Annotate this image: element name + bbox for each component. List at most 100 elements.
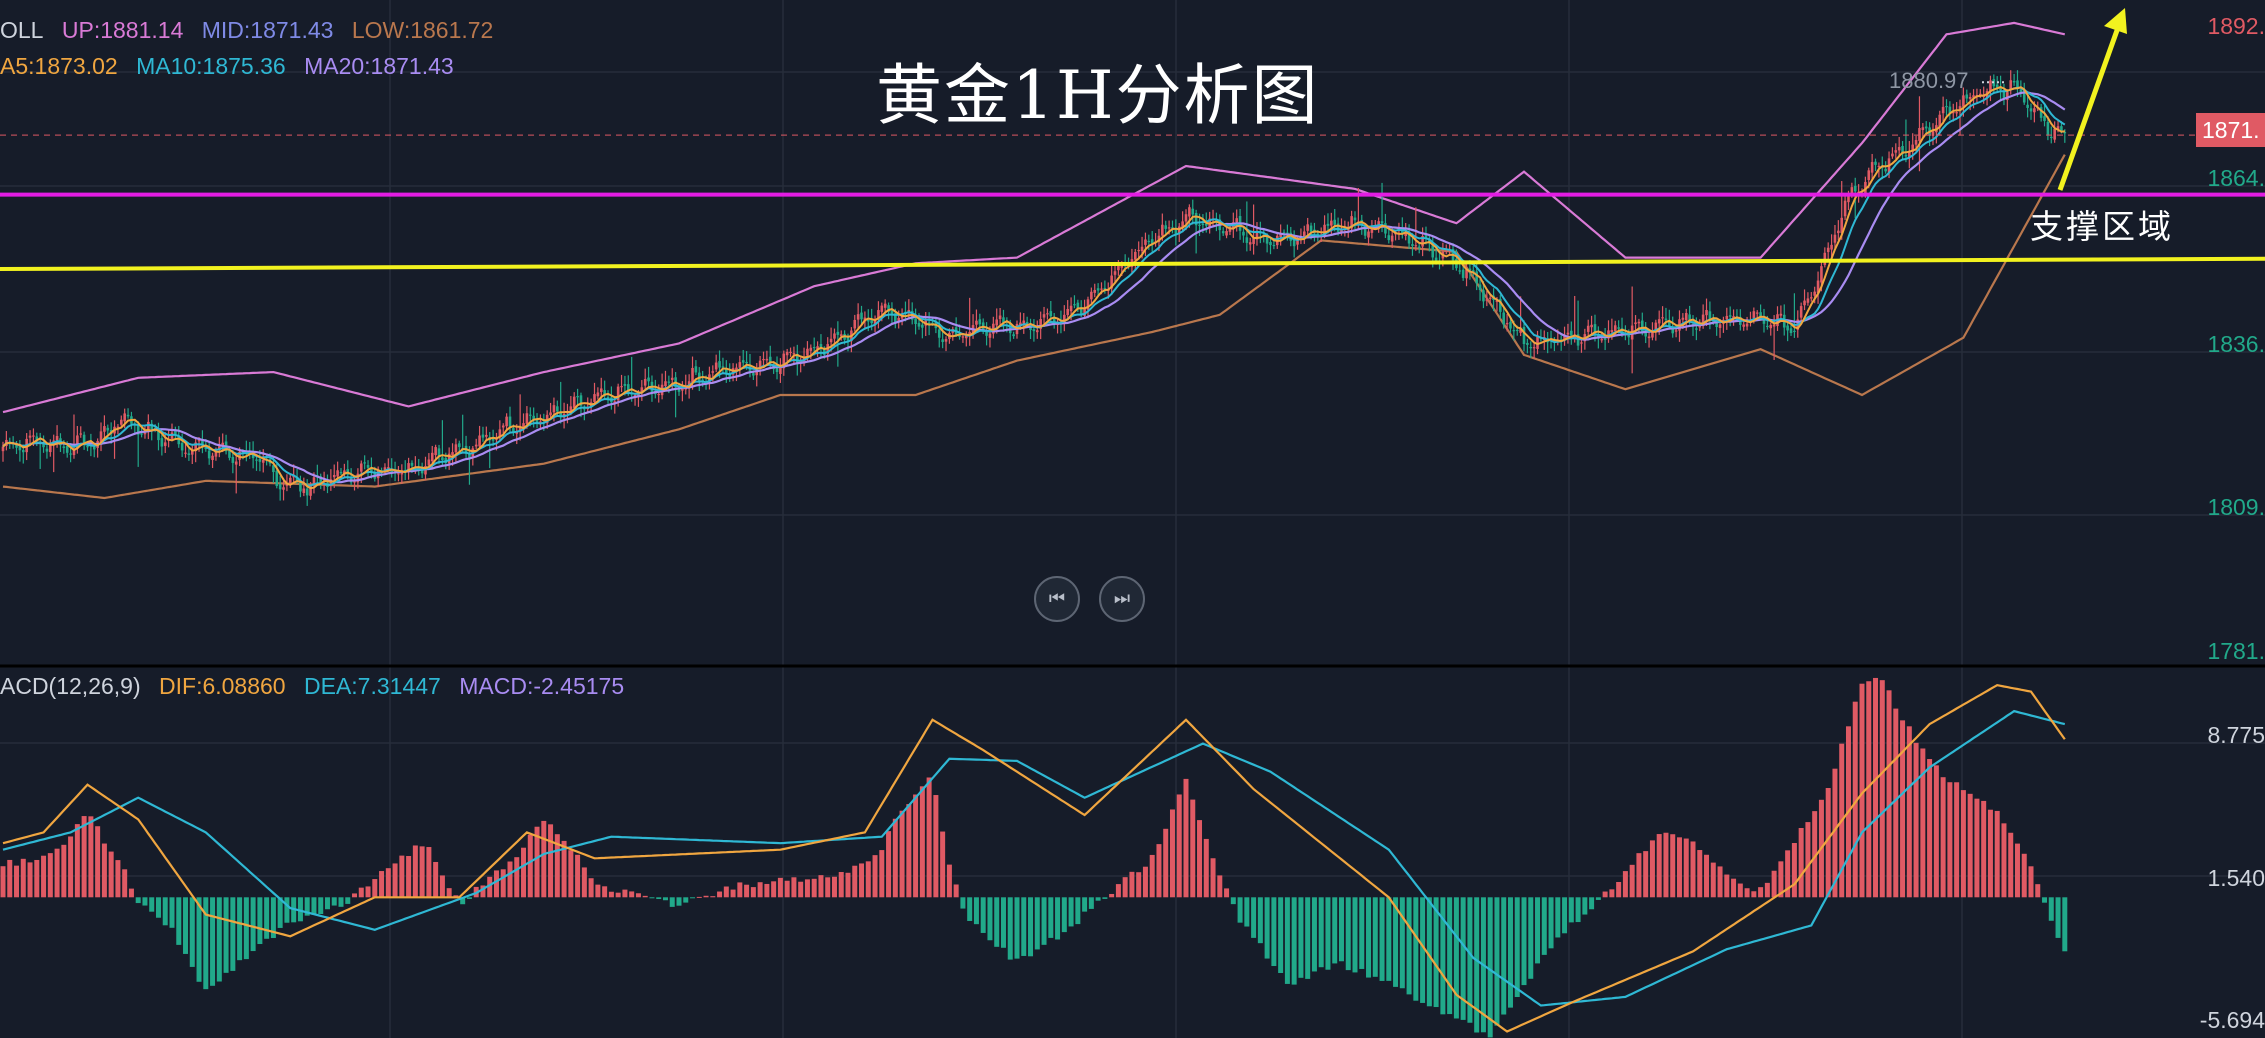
- candle-body: [1593, 324, 1597, 335]
- candle-body: [667, 381, 671, 383]
- candle-body: [1732, 316, 1735, 319]
- candle-body: [468, 453, 471, 459]
- macd-bar: [1602, 891, 1608, 898]
- macd-bar: [1494, 897, 1500, 1026]
- candle-body: [992, 323, 995, 334]
- macd-bar: [1906, 726, 1912, 898]
- candle-body: [812, 347, 816, 349]
- macd-bar: [1920, 748, 1926, 898]
- candle-body: [1820, 266, 1823, 283]
- macd-bar: [1136, 872, 1142, 898]
- macd-bar: [859, 863, 865, 898]
- macd-bar: [757, 882, 763, 898]
- macd-bar: [1366, 897, 1372, 978]
- candle-body: [2039, 107, 2043, 118]
- candle-body: [890, 310, 894, 315]
- skip-next-button[interactable]: ⏭: [1099, 576, 1145, 622]
- macd-bar: [1879, 680, 1885, 898]
- candle-body: [157, 430, 160, 441]
- candle-body: [15, 444, 18, 448]
- candle-body: [1532, 347, 1536, 349]
- macd-bar: [703, 895, 709, 898]
- skip-previous-button[interactable]: ⏮: [1034, 576, 1080, 622]
- candle-body: [775, 367, 779, 373]
- skip-previous-icon: ⏮: [1048, 588, 1066, 609]
- candle-body: [880, 305, 884, 312]
- candle-body: [1008, 323, 1012, 334]
- candle-body: [755, 370, 759, 376]
- candle-body: [1201, 223, 1205, 226]
- candle-body: [539, 421, 542, 423]
- macd-bar: [1082, 897, 1088, 912]
- candle-body: [366, 465, 370, 468]
- macd-bar: [493, 870, 499, 898]
- candle-body: [1323, 224, 1326, 236]
- macd-bar: [14, 865, 20, 898]
- macd-bar: [243, 897, 249, 960]
- candle-body: [1090, 291, 1093, 300]
- candle-body: [1242, 231, 1245, 236]
- macd-bar: [277, 897, 283, 928]
- macd-bar: [338, 897, 344, 907]
- candle-body: [711, 371, 715, 373]
- candle-body: [180, 443, 184, 451]
- macd-bar: [1825, 788, 1831, 898]
- ma10-line: [2, 86, 2066, 487]
- macd-bar: [960, 897, 966, 909]
- candle-body: [883, 303, 887, 308]
- price-axis-label: 1892.: [2207, 13, 2265, 39]
- candle-body: [995, 319, 999, 326]
- macd-bar: [1345, 897, 1351, 971]
- candle-body: [1995, 84, 1999, 88]
- candle-body: [833, 333, 836, 339]
- candle-body: [1387, 235, 1391, 241]
- macd-bar: [1068, 897, 1074, 927]
- candle-body: [1303, 231, 1306, 238]
- candle-body: [35, 436, 39, 440]
- candle-body: [160, 438, 164, 447]
- macd-bar: [1535, 897, 1541, 964]
- macd-bar: [2014, 843, 2020, 898]
- candle-body: [1022, 320, 1026, 324]
- candle-body: [694, 366, 698, 373]
- boll-legend: OLL UP:1881.14 MID:1871.43 LOW:1861.72: [0, 17, 505, 44]
- macd-bar: [899, 810, 905, 898]
- candle-body: [1509, 321, 1512, 329]
- macd-bar: [250, 897, 256, 952]
- candle-body: [86, 446, 89, 448]
- macd-bar: [771, 881, 777, 898]
- candle-body: [79, 433, 83, 435]
- candle-body: [1248, 242, 1252, 245]
- candle-body: [569, 406, 573, 412]
- macd-bar: [2028, 866, 2034, 898]
- candle-body: [1674, 330, 1678, 332]
- candle-body: [218, 446, 221, 450]
- macd-bar: [460, 897, 466, 905]
- macd-bar: [345, 897, 351, 904]
- candle-body: [1948, 106, 1952, 114]
- macd-bar: [845, 872, 851, 898]
- macd-bar: [1900, 720, 1906, 898]
- macd-bar: [1514, 897, 1520, 998]
- candle-body: [1945, 106, 1948, 108]
- candle-body: [1252, 237, 1255, 244]
- candle-body: [427, 459, 431, 466]
- macd-bar: [1115, 884, 1121, 898]
- candle-body: [1718, 324, 1722, 328]
- candle-body: [339, 472, 343, 474]
- candle-body: [1046, 313, 1049, 315]
- candle-body: [505, 416, 508, 427]
- candle-body: [515, 432, 519, 434]
- candle-body: [1661, 317, 1664, 319]
- candle-body: [2053, 128, 2056, 140]
- macd-bar: [1197, 820, 1203, 898]
- candle-body: [2043, 116, 2046, 122]
- macd-bar: [1643, 851, 1649, 898]
- candle-body: [1002, 317, 1005, 323]
- candle-body: [1512, 330, 1516, 332]
- candle-body: [177, 435, 181, 445]
- candle-body: [187, 453, 191, 455]
- candle-body: [1867, 170, 1871, 181]
- candle-body: [1495, 300, 1499, 302]
